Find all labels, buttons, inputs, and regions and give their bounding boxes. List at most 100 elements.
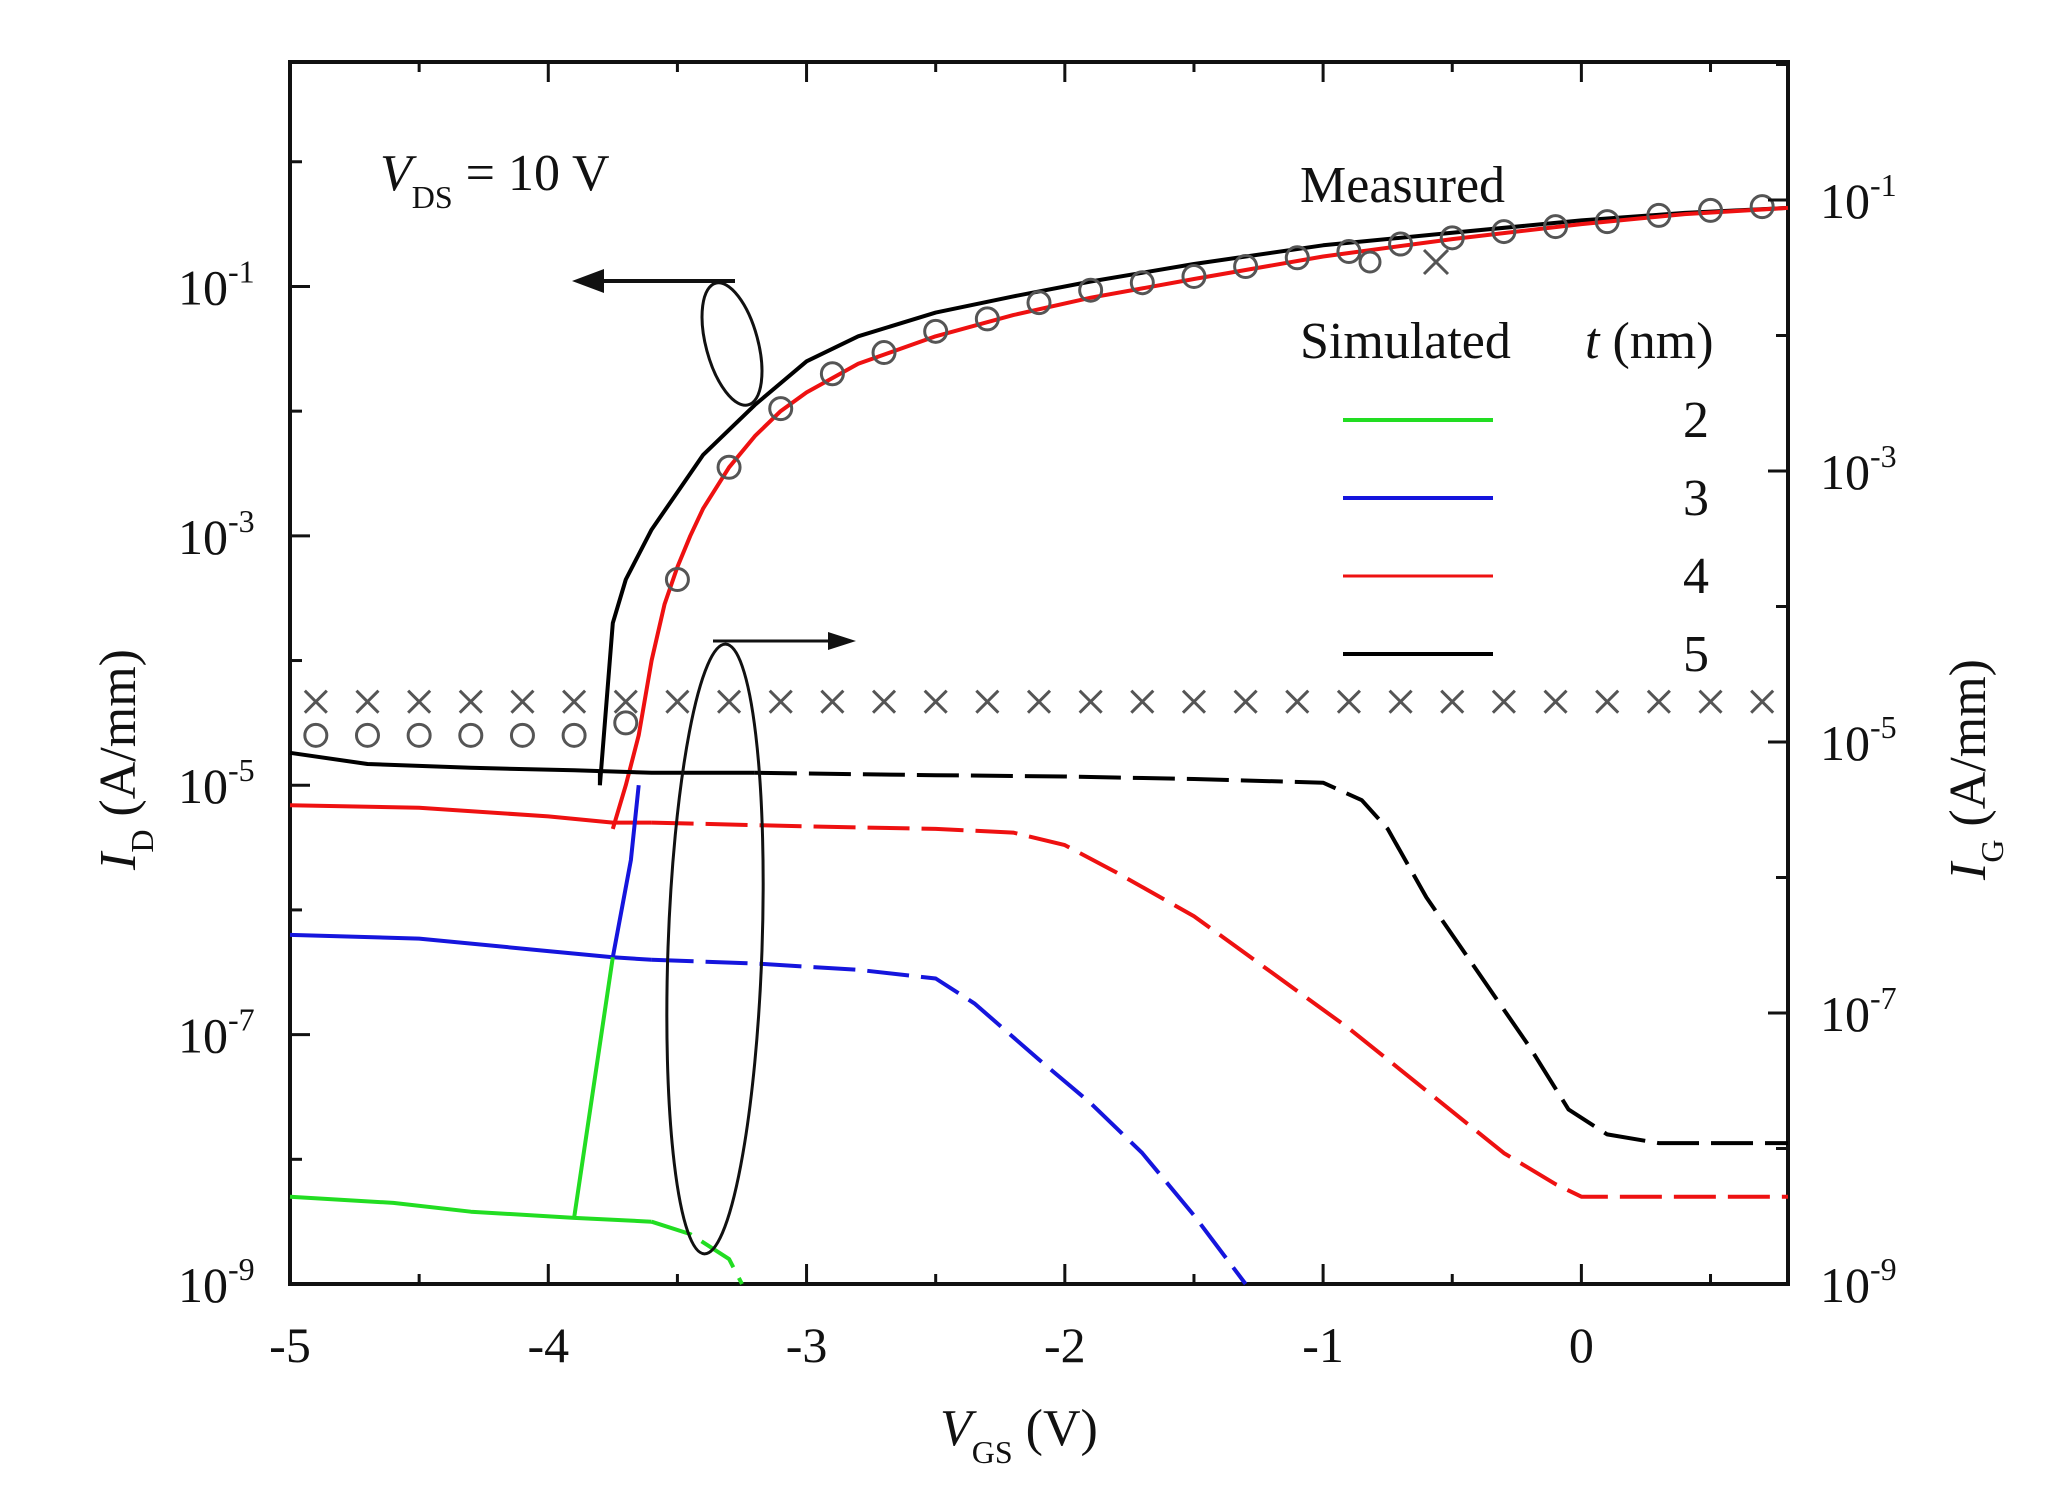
y-right-label-sym: I [1940,860,1997,881]
measured-ig-point [1233,689,1258,714]
measured-ig-point [1595,689,1620,714]
measured-ig-point [717,689,742,714]
series-layer [289,205,1789,1286]
y-right-tick-label: 10-3 [1820,438,1897,500]
series-line-11 [610,784,641,958]
measured-ig-point [1543,689,1568,714]
measured-id-point [1491,219,1517,245]
y-left-label-sym: I [90,850,147,871]
measured-id-point [354,722,380,748]
measured-id-point [1439,225,1465,251]
measured-ig-point [768,689,793,714]
measured-id-point [458,722,484,748]
measured-id-point [1698,197,1724,223]
x-label-sym: V [940,1400,977,1457]
measured-ig-point [1026,689,1052,714]
ig-group-ellipse [665,642,765,1256]
measured-id-point [819,361,845,387]
tick-layer: -5 -4 -3 -2 -1 0 10-1 10-3 10-5 10-7 10-9 10-1 10-3 1… [178,62,1897,1373]
measured-id-point [1594,209,1620,235]
measured-id-point [1129,270,1155,296]
measured-id-point [406,722,432,748]
measured-id-point [768,396,794,422]
measured-ig-point [871,689,897,714]
y-right-label-sub: G [1974,840,2010,863]
measured-ig-point [975,689,1000,714]
id-group-ellipse [700,281,764,407]
x-tick-label: -2 [1044,1317,1086,1373]
x-tick-label: -5 [269,1317,311,1373]
legend-simulated-title: Simulated [1300,313,1511,370]
y-left-tick-label: 10-1 [178,253,255,315]
measured-ig-point [820,689,845,714]
y-right-axis-label: IG (A/mm) [1940,659,2010,881]
ig-arrowhead [828,632,856,650]
vds-rest: = 10 V [453,145,610,202]
measured-ig-point [665,689,690,714]
measured-id-point [1336,239,1362,265]
series-line-3 [610,205,1789,830]
measured-ig-point [1646,689,1671,714]
measured-ig-point [1130,689,1155,714]
legend-label-t4: 4 [1683,548,1709,605]
y-left-axis-label: ID (A/mm) [90,649,160,871]
vds-sub: DS [412,179,453,215]
x-tick-label: -4 [527,1317,569,1373]
y-right-tick-label: 10-1 [1820,167,1897,229]
series-line-4 [289,750,755,775]
measured-ig-point [510,689,535,714]
series-line-8 [289,932,652,962]
measured-id-point [1646,202,1672,228]
x-axis-label: VGS (V) [940,1400,1098,1470]
measured-ig-point [1440,689,1465,714]
legend-t-unit: (nm) [1599,313,1713,370]
measured-id-point [716,454,742,480]
y-right-tick-label: 10-7 [1820,980,1897,1042]
y-left-tick-label: 10-5 [178,752,255,814]
vds-sym: V [380,145,417,202]
legend-measured-title: Measured [1300,157,1505,214]
x-tick-label: 0 [1569,1317,1594,1373]
measured-id-point [613,710,639,736]
measured-ig-point [1336,689,1361,714]
measured-ig-point [562,689,587,714]
y-right-label-rest: (A/mm) [1940,659,1997,840]
series-line-6 [289,803,652,825]
measured-id-point [1388,231,1414,257]
x-label-rest: (V) [1013,1400,1098,1457]
legend: Measured Simulated t (nm) 2 3 4 5 [1300,157,1714,683]
series-line-5 [754,770,1788,1146]
measured-id-point [974,306,1000,332]
measured-id-point [303,722,329,748]
marker-layer [303,194,1775,748]
x-tick-label: -3 [786,1317,828,1373]
measured-ig-point [923,689,948,714]
legend-label-t3: 3 [1683,470,1709,527]
measured-id-point [923,318,949,344]
series-line-2 [597,205,1789,786]
measured-ig-point [407,689,432,714]
legend-t-header: t (nm) [1585,313,1714,370]
measured-ig-point [303,689,328,714]
measured-id-point [1543,214,1569,240]
measured-id-point [1233,253,1259,279]
measured-ig-point [1181,689,1207,714]
y-left-tick-label: 10-9 [178,1251,255,1313]
series-line-14 [572,957,615,1219]
y-right-tick-label: 10-9 [1820,1251,1897,1313]
x-tick-label: -1 [1302,1317,1344,1373]
legend-label-t5: 5 [1683,626,1709,683]
y-left-tick-label: 10-7 [178,1002,255,1064]
legend-t-sym: t [1585,313,1601,370]
measured-id-point [509,722,535,748]
measured-id-point [1284,245,1310,271]
legend-x-marker [1422,248,1450,276]
y-left-label-sub: D [124,830,160,853]
plot-frame [288,60,1790,1286]
measured-id-point [561,722,587,748]
series-line-13 [650,1219,744,1285]
measured-id-point [1078,277,1104,303]
x-label-sub: GS [972,1434,1013,1470]
